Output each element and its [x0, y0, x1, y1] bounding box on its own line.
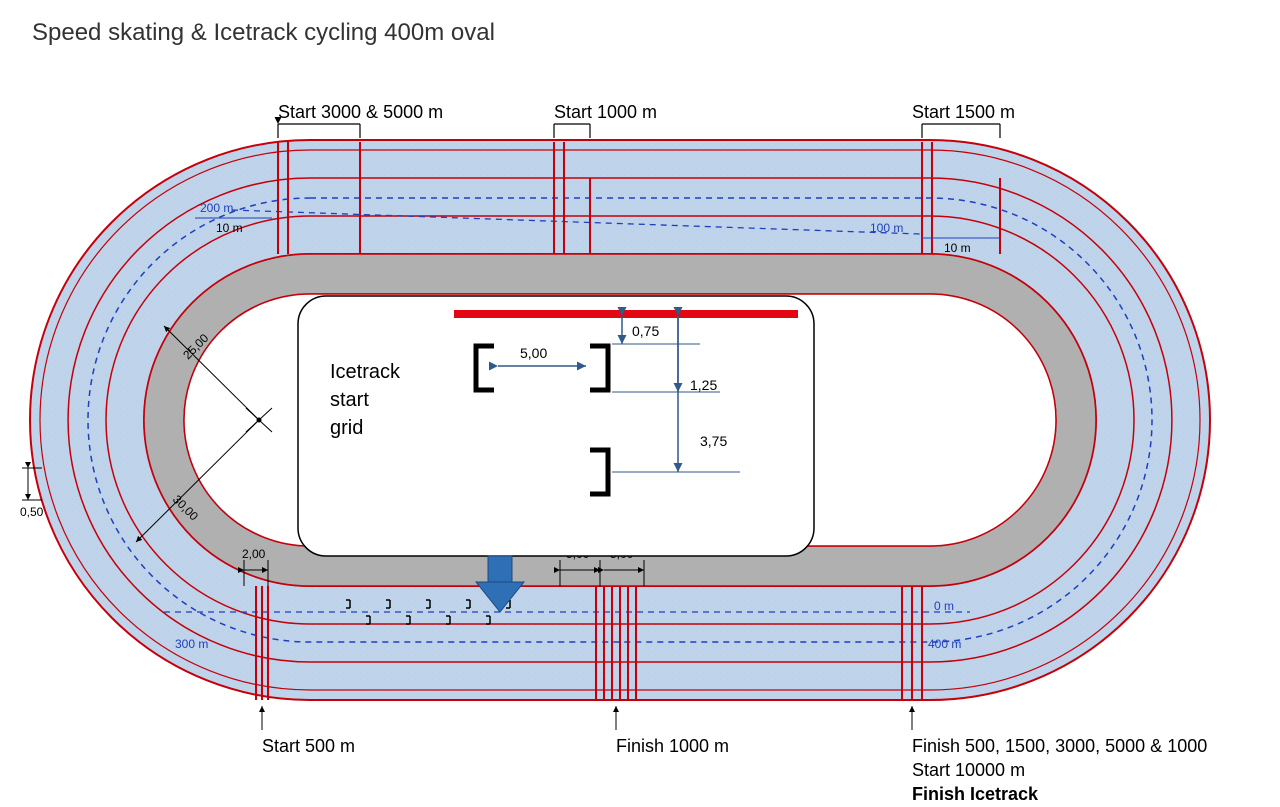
- marker-0m: 0 m: [934, 599, 954, 613]
- diagram-canvas: Speed skating & Icetrack cycling 400m ov…: [0, 0, 1280, 807]
- dim-10m-b: 10 m: [944, 241, 971, 255]
- marker-100m: 100 m: [870, 221, 903, 235]
- marker-300m: 300 m: [175, 637, 208, 651]
- lbl-finish-line3: Finish Icetrack: [912, 784, 1039, 804]
- lbl-start-1500: Start 1500 m: [912, 102, 1015, 122]
- grid-title-2: start: [330, 389, 369, 411]
- grid-d375: 3,75: [700, 433, 727, 449]
- lbl-start-1000: Start 1000 m: [554, 102, 657, 122]
- grid-d125: 1,25: [690, 377, 717, 393]
- lbl-start-500: Start 500 m: [262, 736, 355, 756]
- page-title: Speed skating & Icetrack cycling 400m ov…: [32, 19, 495, 46]
- lbl-finish-line1: Finish 500, 1500, 3000, 5000 & 1000: [912, 736, 1207, 756]
- grid-d075: 0,75: [632, 323, 659, 339]
- marker-400m: 400 m: [928, 637, 961, 651]
- top-labels: Start 3000 & 5000 m Start 1000 m Start 1…: [278, 102, 1015, 138]
- bottom-labels: Start 500 m Finish 1000 m Finish 500, 15…: [262, 706, 1207, 804]
- dim-10m-a: 10 m: [216, 221, 243, 235]
- lbl-finish-1000: Finish 1000 m: [616, 736, 729, 756]
- lbl-start-3000-5000: Start 3000 & 5000 m: [278, 102, 443, 122]
- grid-title-1: Icetrack: [330, 361, 401, 383]
- lbl-finish-line2: Start 10000 m: [912, 760, 1025, 780]
- svg-text:2,00: 2,00: [242, 547, 266, 561]
- grid-title-3: grid: [330, 417, 363, 439]
- marker-200m: 200 m: [200, 201, 233, 215]
- svg-text:0,50: 0,50: [20, 505, 44, 519]
- grid-d500: 5,00: [520, 345, 547, 361]
